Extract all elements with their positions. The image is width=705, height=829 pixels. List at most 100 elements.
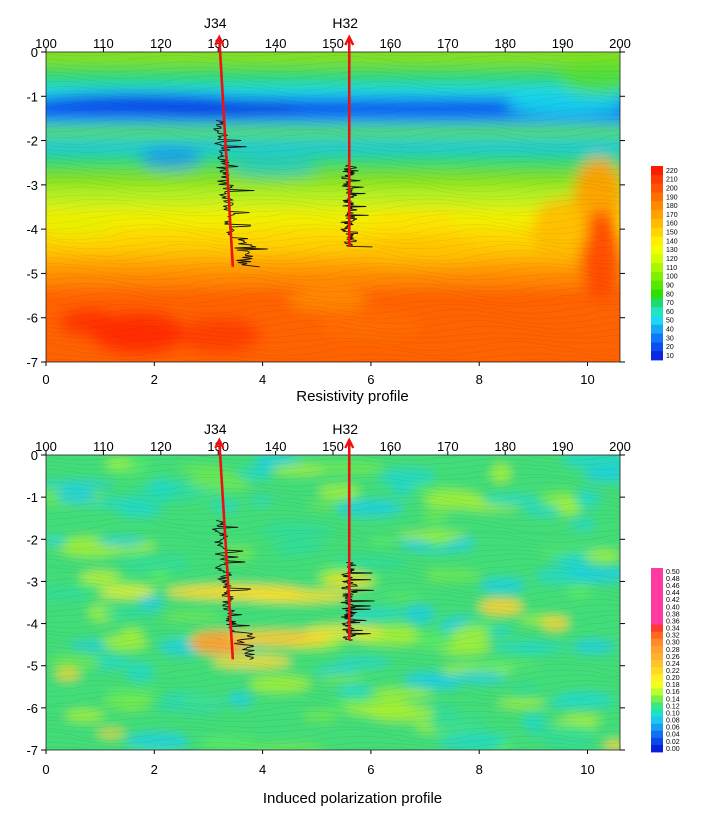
colorbar-swatch: [651, 307, 663, 317]
contour-field: [46, 52, 620, 362]
y-tick-label: -4: [26, 222, 38, 237]
well-line: [217, 37, 235, 267]
x-top-tick-label: 150: [322, 439, 344, 454]
colorbar-swatch: [651, 638, 663, 647]
colorbar-swatch: [651, 730, 663, 739]
colorbar-label: 0.36: [666, 618, 680, 625]
colorbar-swatch: [651, 271, 663, 282]
y-tick-label: -2: [26, 134, 38, 149]
colorbar-swatch: [651, 298, 663, 308]
x-bottom-tick-label: 4: [259, 762, 266, 777]
colorbar-swatch: [651, 617, 663, 626]
colorbar-label: 0.26: [666, 654, 680, 661]
colorbar-label: 40: [666, 327, 674, 334]
colorbar-swatch: [651, 315, 663, 326]
colorbar-swatch: [651, 324, 663, 334]
colorbar-swatch: [651, 280, 663, 290]
well-label: J34: [204, 421, 227, 437]
x-top-tick-label: 200: [609, 439, 631, 454]
x-bottom-tick-label: 10: [580, 762, 594, 777]
colorbar-swatch: [651, 674, 663, 682]
colorbar-swatch: [651, 709, 663, 718]
x-bottom-tick-label: 4: [259, 372, 266, 387]
colorbar-swatch: [651, 263, 663, 273]
well-arrow-icon: [344, 34, 355, 46]
colorbar-label: 100: [666, 274, 678, 281]
colorbar-label: 130: [666, 247, 678, 254]
colorbar-swatch: [651, 245, 663, 255]
colorbar-label: 0.18: [666, 682, 680, 689]
well-h32: H32: [332, 421, 375, 641]
x-top-tick-label: 130: [207, 36, 229, 51]
colorbar-label: 0.02: [666, 739, 680, 746]
well-j34: J34: [204, 421, 256, 660]
colorbar-swatch: [651, 174, 663, 185]
y-tick-label: -3: [26, 574, 38, 589]
colorbar-label: 120: [666, 256, 678, 263]
y-tick-label: 0: [31, 448, 38, 463]
colorbar-label: 0.46: [666, 583, 680, 590]
colorbar-swatch: [651, 702, 663, 710]
resistivity-panel: 0 2 4 6 8 10 100 110 120 130 140 150 160 170 180 190 200…: [0, 0, 705, 412]
colorbar-swatch: [651, 589, 663, 597]
x-top-tick-label: 160: [380, 36, 402, 51]
colorbar-label: 0.48: [666, 576, 680, 583]
resistivity-title: Resistivity profile: [296, 388, 409, 405]
colorbar-swatch: [651, 289, 663, 299]
x-bottom-tick-label: 2: [151, 372, 158, 387]
colorbar-swatch: [651, 667, 663, 675]
ip-title: Induced polarization profile: [262, 790, 443, 807]
colorbar-label: 160: [666, 221, 678, 228]
colorbar-swatch: [651, 652, 663, 661]
x-top-tick-label: 180: [494, 439, 516, 454]
colorbar-swatch: [651, 603, 663, 611]
colorbar-label: 0.10: [666, 710, 680, 717]
colorbar-swatch: [651, 183, 663, 193]
y-tick-label: -6: [26, 311, 38, 326]
colorbar-label: 0.06: [666, 725, 680, 732]
colorbar-label: 0.38: [666, 611, 680, 618]
colorbar-label: 0.24: [666, 661, 680, 668]
well-label: J34: [204, 15, 227, 31]
colorbar-label: 220: [666, 168, 678, 175]
well-arrow-icon: [344, 437, 355, 449]
x-top-tick-label: 200: [609, 36, 631, 51]
colorbar-label: 0.00: [666, 746, 680, 753]
x-bottom-tick-label: 0: [42, 372, 49, 387]
x-top-tick-label: 100: [35, 439, 57, 454]
colorbar-swatch: [651, 688, 663, 696]
colorbar-swatch: [651, 166, 663, 176]
x-bottom-tick-label: 6: [367, 372, 374, 387]
colorbar-swatch: [651, 737, 663, 746]
colorbar-label: 70: [666, 300, 674, 307]
colorbar-label: 140: [666, 238, 678, 245]
x-bottom-tick-label: 8: [476, 762, 483, 777]
colorbar-swatch: [651, 645, 663, 654]
y-tick-label: -7: [26, 355, 38, 370]
colorbar-swatch: [651, 192, 663, 202]
colorbar-label: 10: [666, 353, 674, 360]
y-tick-label: -1: [26, 490, 38, 505]
colorbar-label: 0.42: [666, 597, 680, 604]
colorbar-label: 0.22: [666, 668, 680, 675]
x-top-tick-label: 170: [437, 36, 459, 51]
colorbar-swatch: [651, 744, 663, 753]
log-trace-h32: [340, 562, 375, 641]
colorbar-label: 0.20: [666, 675, 680, 682]
colorbar-label: 0.08: [666, 718, 680, 725]
colorbar-label: 0.50: [666, 569, 680, 576]
colorbar-label: 90: [666, 282, 674, 289]
colorbar-swatch: [651, 236, 663, 246]
colorbar-swatch: [651, 351, 663, 361]
colorbar-label: 20: [666, 344, 674, 351]
colorbar-swatch: [651, 716, 663, 725]
colorbar-swatch: [651, 210, 663, 220]
colorbar-label: 0.16: [666, 689, 680, 696]
colorbar-label: 150: [666, 230, 678, 237]
colorbar-label: 60: [666, 309, 674, 316]
colorbar-swatch: [651, 681, 663, 689]
colorbar-label: 190: [666, 194, 678, 201]
x-top-tick-label: 140: [265, 36, 287, 51]
y-tick-label: -2: [26, 532, 38, 547]
